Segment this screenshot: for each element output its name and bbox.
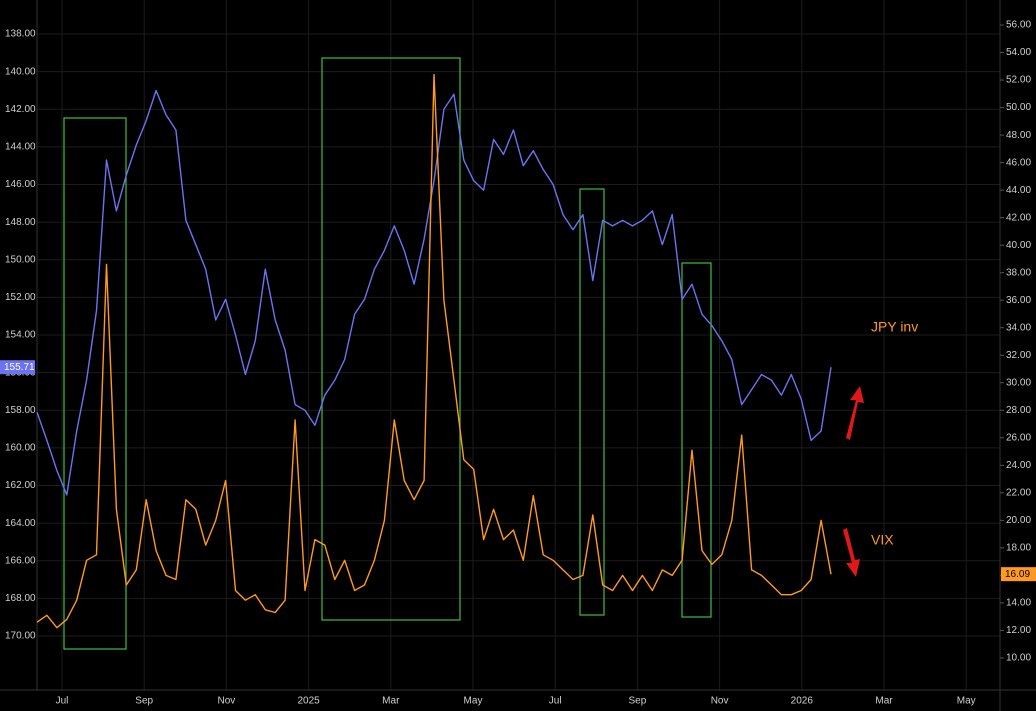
highlight-box [579,188,605,616]
y2-tick-label: 28.00 [1006,405,1031,416]
y-tick-label: 140.00 [5,66,36,77]
price-tag [0,360,35,375]
y2-tick-label: 24.00 [1006,460,1031,471]
y2-tick-label: 48.00 [1006,130,1031,141]
x-tick-label: Jul [549,696,562,707]
y2-tick-label: 26.00 [1006,432,1031,443]
y2-tick-label: 14.00 [1006,598,1031,609]
y-tick-label: 154.00 [5,330,36,341]
down-arrow [843,528,860,577]
x-tick-label: Nov [711,696,729,707]
y2-tick-label: 40.00 [1006,240,1031,251]
y2-tick-label: 46.00 [1006,157,1031,168]
y2-tick-label: 54.00 [1006,47,1031,58]
y-tick-label: 142.00 [5,104,36,115]
x-tick-label: May [464,696,483,707]
price-tag-label: 16.09 [1005,569,1030,580]
x-tick-label: Sep [629,696,647,707]
x-tick-label: Jul [56,696,69,707]
x-tick-label: Sep [135,696,153,707]
y-tick-label: 158.00 [5,405,36,416]
y-tick-label: 150.00 [5,254,36,265]
y-tick-label: 160.00 [5,443,36,454]
series-label: JPY inv [871,319,918,335]
y-tick-label: 168.00 [5,593,36,604]
y2-tick-label: 56.00 [1006,20,1031,31]
y2-tick-label: 12.00 [1006,625,1031,636]
highlight-box [321,57,461,621]
arrows [843,386,864,577]
y-tick-label: 162.00 [5,480,36,491]
highlight-boxes [63,57,712,650]
y2-tick-label: 52.00 [1006,75,1031,86]
y2-tick-label: 20.00 [1006,515,1031,526]
price-tag [1001,567,1036,582]
y-tick-label: 146.00 [5,179,36,190]
y2-tick-label: 36.00 [1006,295,1031,306]
series-label: VIX [871,532,894,548]
y-tick-label: 148.00 [5,217,36,228]
y-tick-label: 152.00 [5,292,36,303]
grid [37,0,1000,690]
y2-tick-label: 34.00 [1006,322,1031,333]
highlight-box [63,117,127,650]
up-arrow [846,386,864,440]
y2-tick-label: 30.00 [1006,377,1031,388]
x-tick-label: 2025 [297,696,320,707]
x-tick-label: 2026 [791,696,814,707]
y-tick-label: 138.00 [5,29,36,40]
x-tick-label: Mar [875,696,893,707]
x-tick-label: Nov [218,696,236,707]
y-tick-label: 144.00 [5,142,36,153]
y2-tick-label: 18.00 [1006,543,1031,554]
y2-tick-label: 32.00 [1006,350,1031,361]
y-tick-label: 164.00 [5,518,36,529]
y2-tick-label: 22.00 [1006,487,1031,498]
y2-tick-label: 38.00 [1006,267,1031,278]
y2-tick-label: 10.00 [1006,653,1031,664]
y2-tick-label: 50.00 [1006,102,1031,113]
y-tick-label: 170.00 [5,631,36,642]
y2-tick-label: 44.00 [1006,185,1031,196]
x-tick-label: Mar [382,696,400,707]
series-line [36,73,832,629]
x-tick-label: May [957,696,976,707]
price-tag-label: 155.71 [4,362,35,373]
series-line [36,89,832,496]
y-tick-label: 166.00 [5,555,36,566]
highlight-box [681,262,712,618]
y2-tick-label: 42.00 [1006,212,1031,223]
